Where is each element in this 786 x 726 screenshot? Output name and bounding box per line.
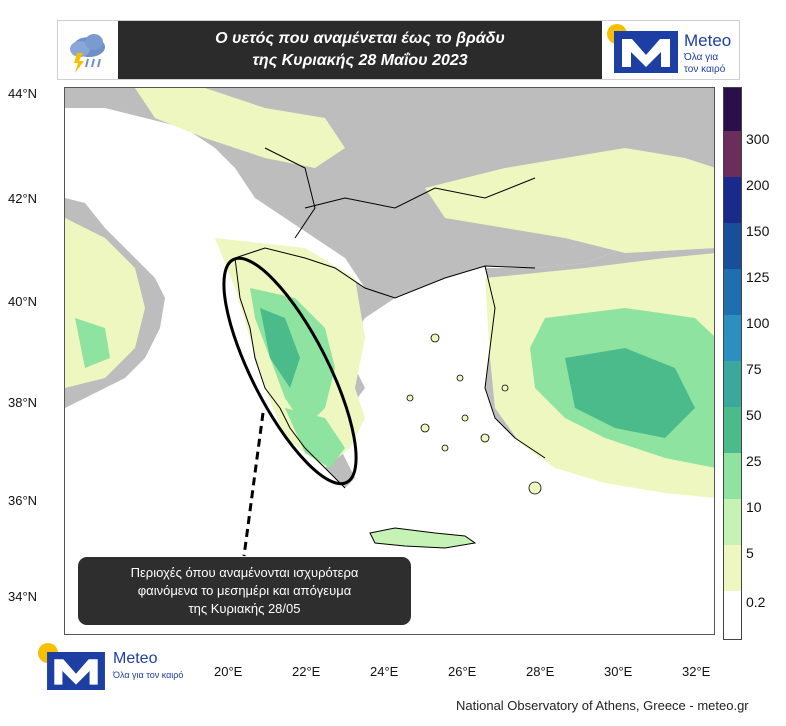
map-title: Ο υετός που αναμένεται έως το βράδυ της …	[118, 21, 602, 79]
callout-line-2: φαινόμενα το μεσημέρι και απόγευμα	[137, 583, 352, 598]
callout-line-3: της Κυριακής 28/05	[188, 601, 301, 616]
colorbar-seg-11	[724, 545, 741, 591]
meteo-logo-top: Meteo Όλα για τον καιρό	[606, 23, 736, 77]
colorbar-seg-3	[724, 177, 741, 223]
colorbar-seg-1	[724, 88, 741, 131]
lat-label-42: 42°N	[8, 191, 38, 206]
map-canvas	[65, 88, 714, 557]
footer-credit: National Observatory of Athens, Greece -…	[456, 698, 749, 713]
colorbar-seg-5	[724, 269, 741, 315]
meteo-m-icon	[47, 652, 105, 690]
colorbar-label-25: 25	[746, 453, 762, 469]
colorbar-seg-7	[724, 361, 741, 407]
rainfall-map	[64, 87, 715, 635]
header-banner: Ο υετός που αναμένεται έως το βράδυ της …	[57, 20, 740, 80]
callout-box: Περιοχές όπου αναμένονται ισχυρότερα φαι…	[78, 557, 411, 625]
colorbar-seg-8	[724, 407, 741, 453]
colorbar-seg-10	[724, 499, 741, 545]
lon-label-26: 26°E	[448, 664, 477, 679]
lat-label-38: 38°N	[8, 395, 38, 410]
rainfall-heavy	[260, 308, 695, 438]
colorbar-label-100: 100	[746, 315, 770, 331]
lon-label-28: 28°E	[526, 664, 555, 679]
colorbar-seg-9	[724, 453, 741, 499]
crete-landmass	[369, 527, 477, 549]
rain-cloud-lightning-icon	[70, 34, 105, 73]
meteo-m-icon	[614, 31, 678, 73]
title-line-2: της Κυριακής 28 Μαΐου 2023	[252, 52, 468, 69]
country-borders	[234, 147, 546, 489]
colorbar-label-50: 50	[746, 407, 762, 423]
logo-tagline-2: τον καιρό	[684, 64, 726, 75]
colorbar-label-300: 300	[746, 131, 770, 147]
callout-line-1: Περιοχές όπου αναμένονται ισχυρότερα	[130, 565, 359, 580]
logo-brand: Meteo	[113, 650, 158, 667]
lat-label-44: 44°N	[8, 86, 38, 101]
colorbar-label-10: 10	[746, 499, 762, 515]
meteo-logo-bottom: Meteo Όλα για τον καιρό	[37, 642, 183, 696]
lat-label-34: 34°N	[8, 589, 38, 604]
colorbar	[723, 87, 742, 640]
colorbar-seg-2	[724, 131, 741, 177]
highlight-ellipse	[222, 256, 358, 486]
logo-brand: Meteo	[684, 31, 732, 50]
lat-label-36: 36°N	[8, 493, 38, 508]
lon-label-30: 30°E	[604, 664, 633, 679]
colorbar-label-150: 150	[746, 223, 770, 239]
colorbar-label-125: 125	[746, 269, 770, 285]
colorbar-label-200: 200	[746, 177, 770, 193]
colorbar-seg-6	[724, 315, 741, 361]
colorbar-label-5: 5	[746, 545, 754, 561]
title-line-1: Ο υετός που αναμένεται έως το βράδυ	[215, 30, 505, 47]
colorbar-label-75: 75	[746, 361, 762, 377]
logo-tagline: Όλα για τον καιρό	[113, 670, 184, 680]
lon-label-20: 20°E	[214, 664, 243, 679]
aegean-islands	[406, 333, 542, 495]
colorbar-seg-12	[724, 591, 741, 639]
colorbar-label-0-2: 0.2	[746, 594, 766, 610]
logo-tagline-1: Όλα για	[684, 52, 719, 63]
colorbar-seg-4	[724, 223, 741, 269]
lon-label-24: 24°E	[370, 664, 399, 679]
lat-label-40: 40°N	[8, 294, 38, 309]
lon-label-32: 32°E	[682, 664, 711, 679]
callout-connector	[242, 412, 265, 557]
lon-label-22: 22°E	[292, 664, 321, 679]
